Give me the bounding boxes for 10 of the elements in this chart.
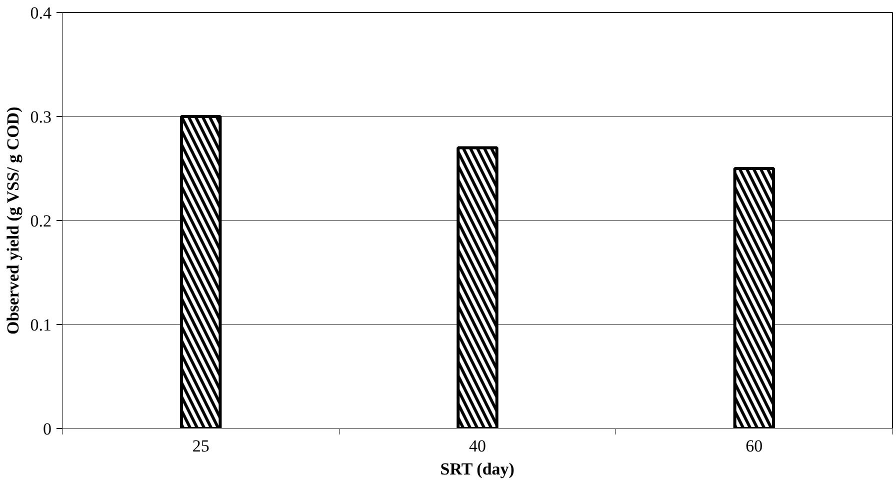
x-tick-label: 40 [469,436,486,456]
x-tick-label: 60 [746,436,763,456]
x-axis-title: SRT (day) [440,460,514,478]
y-tick-label: 0.4 [30,4,52,22]
x-tick-label: 25 [192,436,210,456]
y-tick-label: 0 [43,420,52,438]
y-axis-title: Observed yield (g VSS/ g COD) [3,106,22,335]
y-tick-label: 0.2 [30,212,52,230]
y-tick-label: 0.1 [30,316,52,334]
y-tick-label: 0.3 [30,108,52,126]
